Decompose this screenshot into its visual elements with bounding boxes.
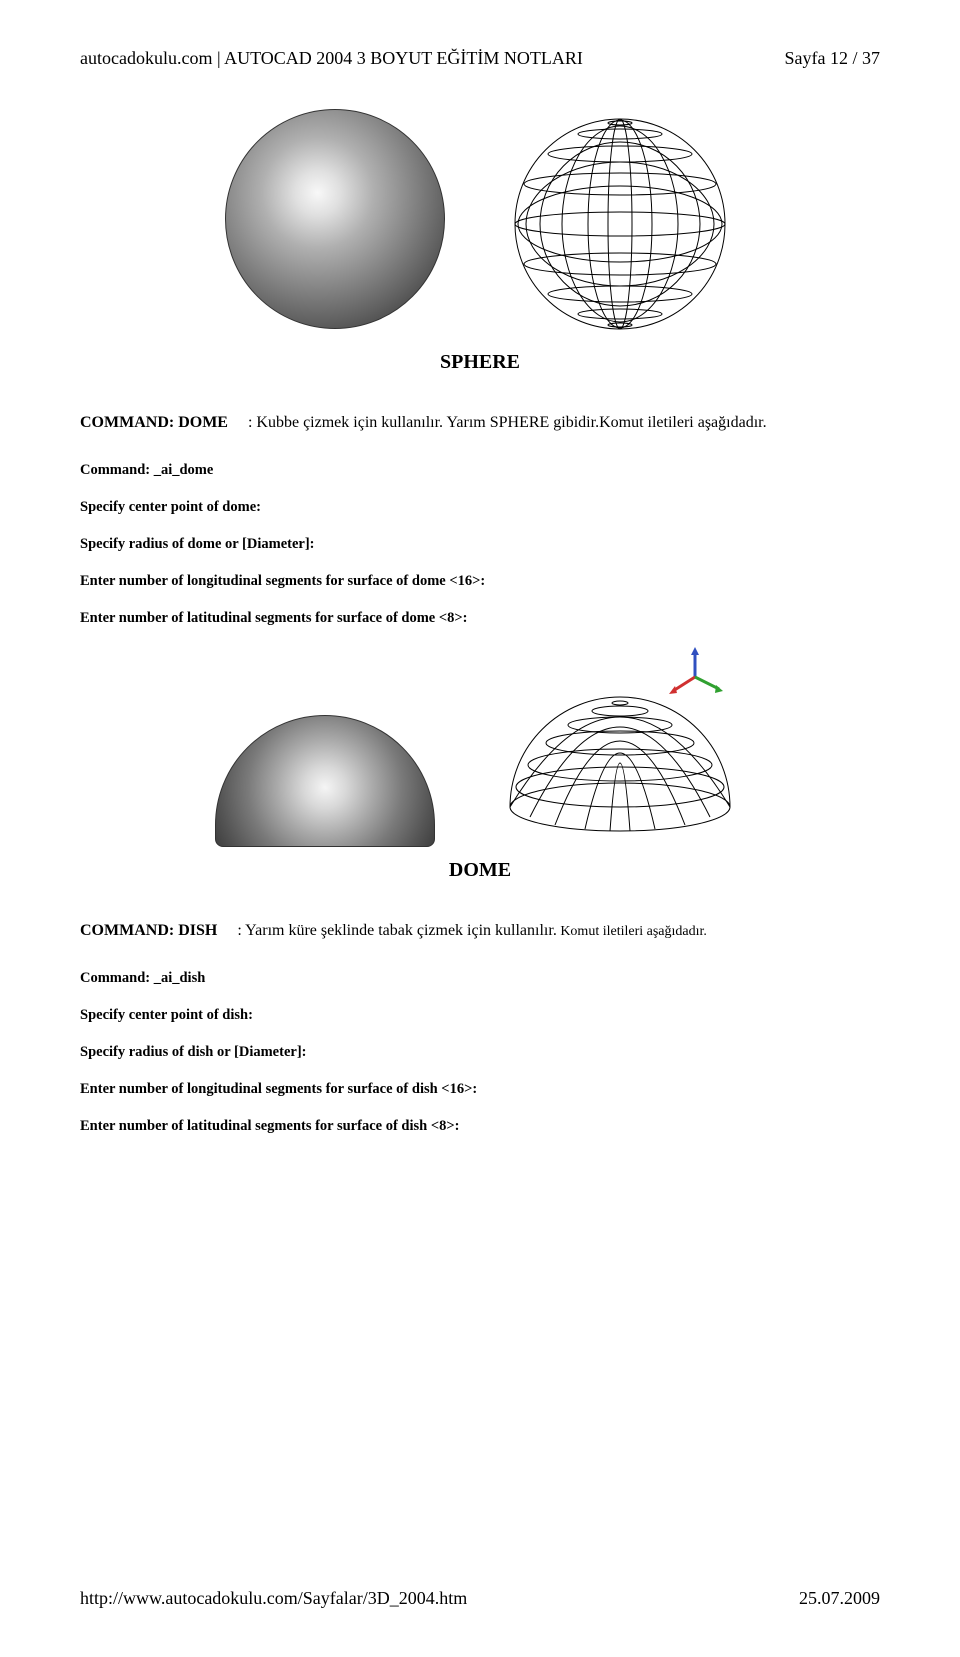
dome-figure-row [80, 647, 880, 847]
dome-cmd-l1: Command: _ai_dome [80, 462, 880, 479]
dome-cmd-l3: Specify radius of dome or [Diameter]: [80, 536, 880, 553]
header-left: autocadokulu.com | AUTOCAD 2004 3 BOYUT … [80, 48, 583, 69]
footer-left: http://www.autocadokulu.com/Sayfalar/3D_… [80, 1588, 467, 1609]
page-footer: http://www.autocadokulu.com/Sayfalar/3D_… [80, 1588, 880, 1609]
dome-cmd-l4: Enter number of longitudinal segments fo… [80, 573, 880, 590]
dome-shaded-icon [215, 715, 435, 847]
dish-cmd-l5: Enter number of latitudinal segments for… [80, 1118, 880, 1135]
dome-cmd-l2: Specify center point of dome: [80, 499, 880, 516]
page-header: autocadokulu.com | AUTOCAD 2004 3 BOYUT … [80, 48, 880, 69]
sphere-wireframe-icon [505, 109, 735, 339]
dish-command-line: COMMAND: DISH : Yarım küre şeklinde taba… [80, 922, 880, 940]
dish-cmd-l2: Specify center point of dish: [80, 1007, 880, 1024]
footer-right: 25.07.2009 [799, 1588, 880, 1609]
dome-command-line: COMMAND: DOME : Kubbe çizmek için kullan… [80, 414, 880, 432]
dome-command-desc: : Kubbe çizmek için kullanılır. Yarım SP… [248, 414, 767, 431]
dish-command-block: Command: _ai_dish Specify center point o… [80, 970, 880, 1135]
dome-command-label: COMMAND: DOME [80, 414, 228, 431]
axis-tripod-icon [669, 647, 723, 694]
sphere-caption: SPHERE [80, 351, 880, 374]
dome-cmd-l5: Enter number of latitudinal segments for… [80, 610, 880, 627]
dish-command-label: COMMAND: DISH [80, 922, 217, 939]
dish-command-desc-tail: Komut iletileri aşağıdadır. [557, 924, 707, 939]
header-right: Sayfa 12 / 37 [785, 48, 880, 69]
sphere-shaded-icon [225, 109, 445, 329]
dome-caption: DOME [80, 859, 880, 882]
dish-cmd-l4: Enter number of longitudinal segments fo… [80, 1081, 880, 1098]
dome-command-block: Command: _ai_dome Specify center point o… [80, 462, 880, 627]
dish-cmd-l3: Specify radius of dish or [Diameter]: [80, 1044, 880, 1061]
dish-cmd-l1: Command: _ai_dish [80, 970, 880, 987]
sphere-figure-row [80, 109, 880, 339]
dome-wireframe-icon [495, 647, 745, 847]
dish-command-desc-lead: : Yarım küre şeklinde tabak çizmek için … [237, 922, 556, 939]
